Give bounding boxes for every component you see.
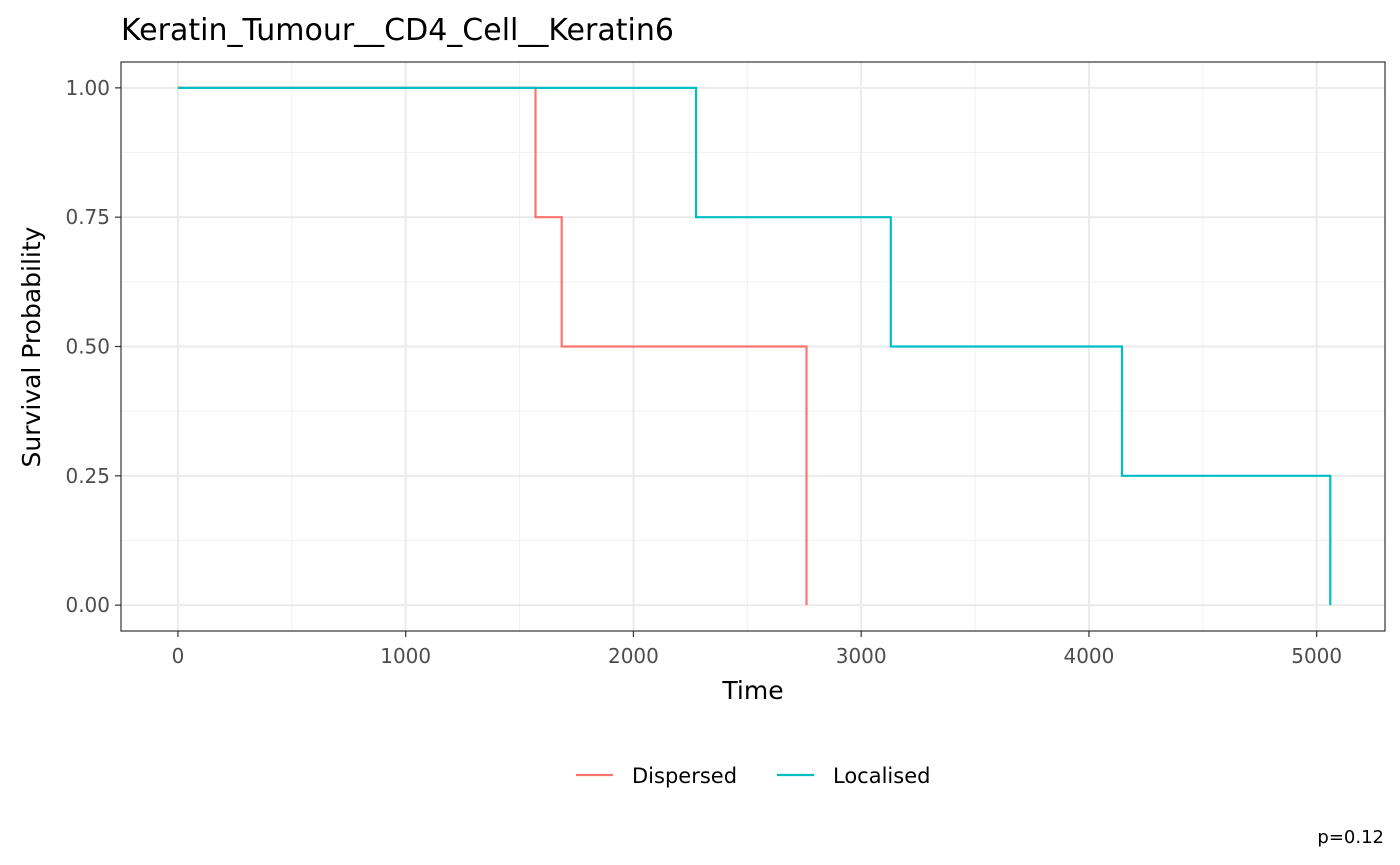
y-tick-label: 1.00	[65, 76, 110, 100]
series-layer	[177, 86, 1332, 606]
x-axis: 0 1000 2000 3000 4000 5000	[172, 631, 1342, 668]
x-tick-label: 3000	[836, 644, 887, 668]
chart-title: Keratin_Tumour__CD4_Cell__Keratin6	[121, 13, 674, 48]
y-tick-label: 0.25	[65, 464, 110, 488]
p-value-annotation: p=0.12	[1317, 827, 1384, 848]
x-tick-label: 0	[172, 644, 185, 668]
plot-panel	[120, 61, 1386, 632]
x-tick-label: 1000	[380, 644, 431, 668]
x-tick-label: 5000	[1291, 644, 1342, 668]
series-line-localised	[177, 86, 1332, 606]
y-tick-label: 0.75	[65, 205, 110, 229]
x-axis-title: Time	[721, 676, 783, 705]
legend-label-localised: Localised	[833, 764, 930, 788]
legend-label-dispersed: Dispersed	[632, 764, 737, 788]
y-axis-title: Survival Probability	[17, 226, 46, 467]
legend: Dispersed Localised	[576, 764, 930, 788]
x-tick-label: 4000	[1063, 644, 1114, 668]
y-tick-label: 0.50	[65, 335, 110, 359]
x-tick-label: 2000	[608, 644, 659, 668]
y-axis: 0.00 0.25 0.50 0.75 1.00	[65, 76, 121, 617]
y-tick-label: 0.00	[65, 593, 110, 617]
